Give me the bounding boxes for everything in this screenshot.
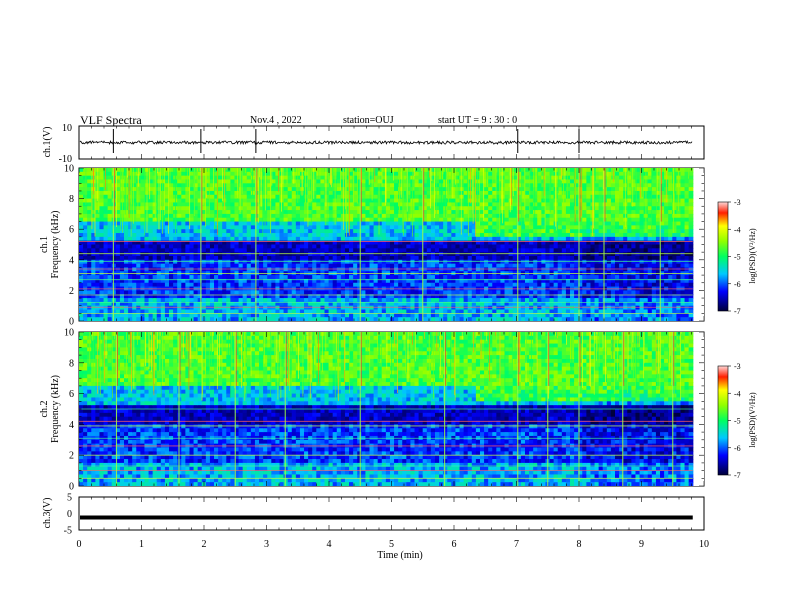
spec-ytick: 6 bbox=[69, 389, 74, 400]
station-label: station=OUJ bbox=[343, 115, 394, 126]
ch2-colorbar bbox=[717, 365, 729, 476]
spec-ylabel: Frequency (kHz) bbox=[50, 210, 61, 278]
spec-ytick: 0 bbox=[69, 482, 74, 493]
spec-ytick: 2 bbox=[69, 451, 74, 462]
x-tick-label: 0 bbox=[77, 539, 82, 550]
chart-title: VLF Spectra bbox=[80, 113, 142, 127]
colorbar-tick: -7 bbox=[734, 471, 741, 480]
spec-ylabel: Frequency (kHz) bbox=[50, 375, 61, 443]
x-tick-label: 8 bbox=[577, 539, 582, 550]
colorbar-tick: -5 bbox=[734, 253, 741, 262]
spec-channel-label: ch.1 bbox=[39, 236, 50, 253]
colorbar-tick: -4 bbox=[734, 225, 741, 234]
spec-ytick: 0 bbox=[69, 317, 74, 328]
ch3-ytick: -5 bbox=[64, 526, 72, 537]
colorbar-tick: -3 bbox=[734, 362, 741, 371]
ch1-colorbar bbox=[717, 201, 729, 312]
x-tick-label: 4 bbox=[327, 539, 332, 550]
spec-ytick: 4 bbox=[69, 420, 74, 431]
colorbar-label: log(PSD)(V²/Hz) bbox=[748, 392, 757, 448]
x-tick-label: 9 bbox=[639, 539, 644, 550]
ch1-ylabel: ch.1(V) bbox=[42, 127, 53, 158]
x-tick-label: 7 bbox=[514, 539, 519, 550]
ch1-ytick: 10 bbox=[62, 123, 72, 134]
spec-ytick: 6 bbox=[69, 225, 74, 236]
colorbar-tick: -3 bbox=[734, 198, 741, 207]
colorbar-tick: -7 bbox=[734, 307, 741, 316]
spec-ytick: 8 bbox=[69, 358, 74, 369]
ch1-trace bbox=[79, 139, 693, 146]
colorbar-tick: -4 bbox=[734, 389, 741, 398]
start-time-label: start UT = 9 : 30 : 0 bbox=[438, 115, 518, 126]
ch3-ylabel: ch.3(V) bbox=[42, 498, 53, 529]
x-tick-label: 10 bbox=[699, 539, 709, 550]
colorbar-tick: -6 bbox=[734, 444, 741, 453]
x-tick-label: 1 bbox=[139, 539, 144, 550]
ch1-spectrogram bbox=[79, 168, 704, 321]
spec-channel-label: ch.2 bbox=[39, 401, 50, 418]
spec-ytick: 10 bbox=[64, 328, 74, 339]
colorbar-label: log(PSD)(V²/Hz) bbox=[748, 228, 757, 284]
spec-ytick: 4 bbox=[69, 255, 74, 266]
x-tick-label: 5 bbox=[389, 539, 394, 550]
colorbar-tick: -5 bbox=[734, 417, 741, 426]
x-tick-label: 6 bbox=[452, 539, 457, 550]
x-tick-label: 3 bbox=[264, 539, 269, 550]
x-axis-label: Time (min) bbox=[377, 550, 422, 561]
ch1-ytick: -10 bbox=[59, 154, 72, 165]
date-label: Nov.4 , 2022 bbox=[250, 115, 302, 126]
ch2-spectrogram bbox=[79, 332, 704, 486]
spec-ytick: 10 bbox=[64, 164, 74, 175]
colorbar-tick: -6 bbox=[734, 280, 741, 289]
spec-ytick: 2 bbox=[69, 286, 74, 297]
ch3-ytick: 0 bbox=[67, 509, 72, 520]
x-tick-label: 2 bbox=[202, 539, 207, 550]
ch3-ytick: 5 bbox=[67, 493, 72, 504]
ch1-waveform bbox=[79, 129, 693, 153]
spec-ytick: 8 bbox=[69, 194, 74, 205]
